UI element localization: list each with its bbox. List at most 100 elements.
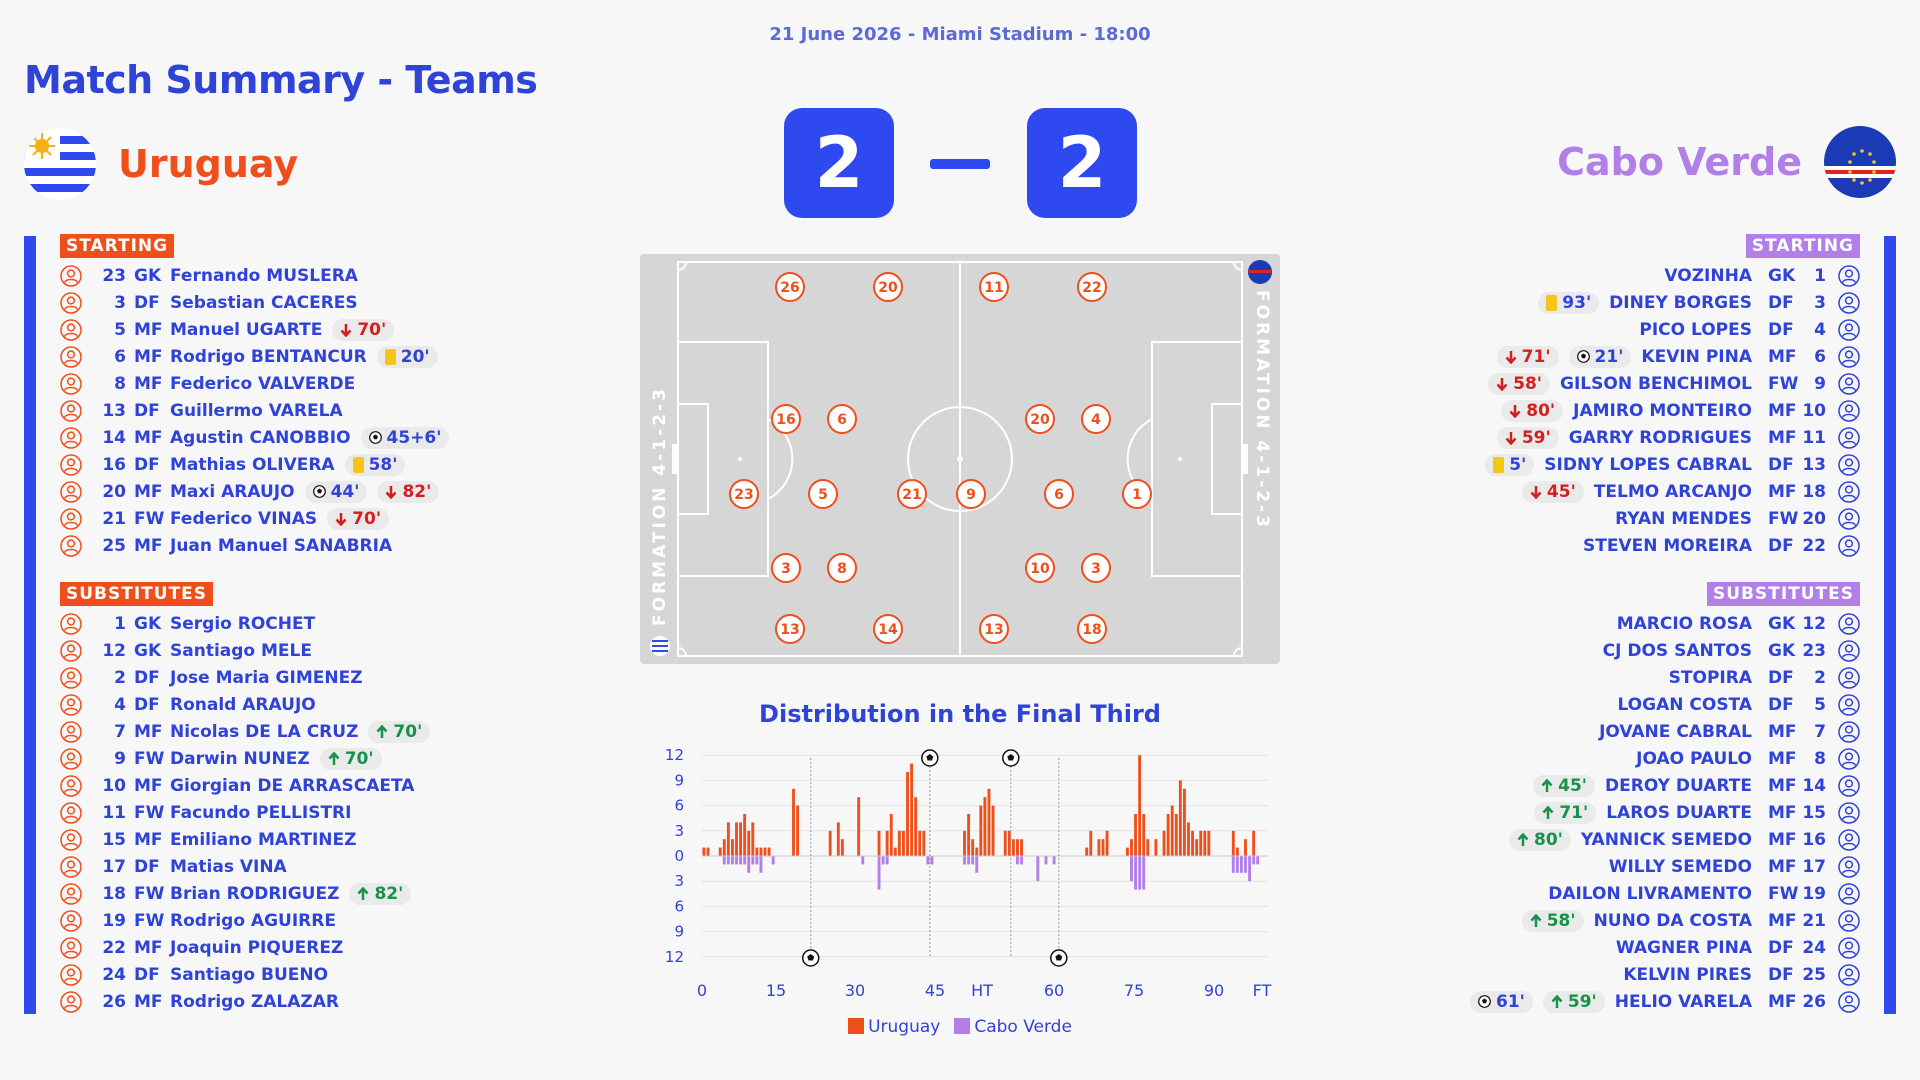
pitch-player-number: 8 <box>837 561 847 577</box>
player-row: 71' LAROS DUARTE MF 15 <box>1470 799 1860 826</box>
event-sub-off-badge: 70' <box>332 318 395 341</box>
player-number: 26 <box>1802 991 1826 1012</box>
player-avatar-icon <box>1838 507 1860 530</box>
bar-cabo-verde <box>751 856 755 865</box>
player-row: 13 DF Guillermo VARELA <box>60 397 449 424</box>
player-position: DF <box>1768 319 1794 340</box>
player-row: STEVEN MOREIRA DF 22 <box>1485 532 1860 559</box>
bar-uruguay <box>722 839 726 856</box>
bar-uruguay <box>1101 839 1105 856</box>
player-number: 6 <box>114 346 126 367</box>
pitch-player-number: 23 <box>734 487 753 503</box>
bar-uruguay <box>975 847 979 856</box>
player-row: JOVANE CABRAL MF 7 <box>1470 718 1860 745</box>
player-row: 15 MF Emiliano MARTINEZ <box>60 826 430 853</box>
player-position: GK <box>1768 640 1796 661</box>
player-name: Emiliano MARTINEZ <box>170 829 357 850</box>
player-name: JOVANE CABRAL <box>1599 721 1752 742</box>
player-row: 19 FW Rodrigo AGUIRRE <box>60 907 430 934</box>
player-name: VOZINHA <box>1664 265 1752 286</box>
player-position: GK <box>1768 613 1796 634</box>
pitch-player-number: 5 <box>818 487 828 503</box>
player-number: 14 <box>102 427 126 448</box>
player-name: Jose Maria GIMENEZ <box>170 667 363 688</box>
bar-cabo-verde <box>726 856 730 865</box>
cabo-verde-mini-flag-icon <box>1248 260 1272 284</box>
pitch-player-marker: 18 <box>1077 614 1107 644</box>
player-name: KELVIN PIRES <box>1623 964 1752 985</box>
arrow-down-icon <box>335 512 347 526</box>
player-number: 18 <box>1802 481 1826 502</box>
player-position: MF <box>134 775 163 796</box>
event-goal-badge: 21' <box>1568 345 1632 368</box>
event-sub-off-badge: 71' <box>1496 345 1559 368</box>
bar-uruguay <box>751 822 755 856</box>
player-position: MF <box>134 346 163 367</box>
player-avatar-icon <box>1838 426 1860 449</box>
player-position: FW <box>1768 883 1799 904</box>
event-sub-on-badge: 70' <box>319 747 382 770</box>
player-row: 59' GARRY RODRIGUES MF 11 <box>1485 424 1860 451</box>
pitch-player-marker: 3 <box>771 553 801 583</box>
player-position: GK <box>134 265 162 286</box>
player-name: MARCIO ROSA <box>1616 613 1752 634</box>
bar-uruguay <box>828 830 832 856</box>
y-tick-label: 3 <box>674 822 684 840</box>
pitch-player-marker: 13 <box>775 614 805 644</box>
player-row: VOZINHA GK 1 <box>1485 262 1860 289</box>
player-row: 93' DINEY BORGES DF 3 <box>1485 289 1860 316</box>
player-name: Rodrigo ZALAZAR <box>170 991 339 1012</box>
football-icon <box>368 431 382 444</box>
event-sub-on-badge: 58' <box>1521 909 1584 932</box>
player-number: 6 <box>1814 346 1826 367</box>
bar-uruguay <box>1089 830 1093 856</box>
y-tick-label: 0 <box>674 847 684 865</box>
player-number: 21 <box>1802 910 1826 931</box>
pitch-player-marker: 13 <box>979 614 1009 644</box>
pitch-player-number: 4 <box>1091 412 1101 428</box>
arrow-down-icon <box>340 323 352 337</box>
pitch-player-marker: 11 <box>979 272 1009 302</box>
bar-uruguay <box>906 772 909 856</box>
player-name: Brian RODRIGUEZ <box>170 883 340 904</box>
player-position: FW <box>134 508 165 529</box>
player-name: PICO LOPES <box>1639 319 1752 340</box>
player-avatar-icon <box>1838 909 1860 932</box>
event-time: 70' <box>344 748 374 769</box>
player-number: 7 <box>114 721 126 742</box>
player-name: JAMIRO MONTEIRO <box>1573 400 1752 421</box>
player-position: DF <box>134 292 160 313</box>
player-row: 16 DF Mathias OLIVERA 58' <box>60 451 449 478</box>
pitch-player-marker: 6 <box>827 404 857 434</box>
player-avatar-icon <box>60 693 82 716</box>
player-position: DF <box>1768 964 1794 985</box>
event-sub-on-badge: 45' <box>1533 774 1596 797</box>
match-date-line: 21 June 2026 - Miami Stadium - 18:00 <box>769 24 1151 45</box>
player-avatar-icon <box>1838 480 1860 503</box>
bar-uruguay <box>796 805 800 856</box>
pitch-player-marker: 21 <box>897 479 927 509</box>
event-time: 93' <box>1562 292 1592 313</box>
player-avatar-icon <box>1838 720 1860 743</box>
event-sub-off-badge: 82' <box>377 480 440 503</box>
event-time: 58' <box>1546 910 1576 931</box>
bar-cabo-verde <box>747 856 751 873</box>
player-avatar-icon <box>1838 264 1860 287</box>
player-position: MF <box>134 937 163 958</box>
player-avatar-icon <box>60 990 82 1013</box>
bar-uruguay <box>1191 830 1195 856</box>
player-avatar-icon <box>60 612 82 635</box>
player-position: FW <box>134 802 165 823</box>
player-number: 16 <box>1802 829 1826 850</box>
event-time: 82' <box>374 883 404 904</box>
yellow-card-icon <box>352 456 364 473</box>
player-name: DEROY DUARTE <box>1605 775 1752 796</box>
player-position: MF <box>134 829 163 850</box>
player-row: 26 MF Rodrigo ZALAZAR <box>60 988 430 1015</box>
player-number: 10 <box>1802 400 1826 421</box>
bar-cabo-verde <box>1130 856 1133 882</box>
bar-cabo-verde <box>1244 856 1247 873</box>
away-accent-bar <box>1884 236 1896 1014</box>
player-row: 8 MF Federico VALVERDE <box>60 370 449 397</box>
